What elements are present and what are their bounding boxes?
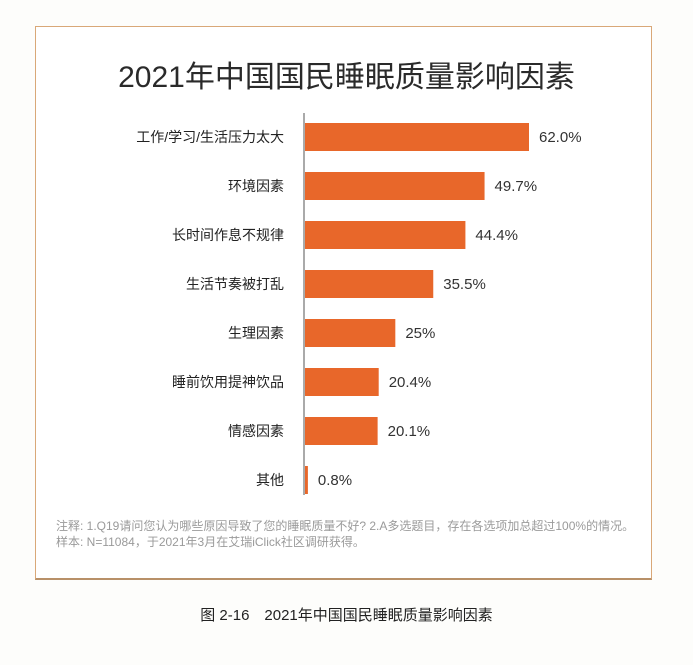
chart-title: 2021年中国国民睡眠质量影响因素 xyxy=(118,61,575,94)
bar xyxy=(305,368,379,396)
note-line-1: 注释: 1.Q19请问您认为哪些原因导致了您的睡眠质量不好? 2.A多选题目，存… xyxy=(56,519,635,533)
chart-notes: 注释: 1.Q19请问您认为哪些原因导致了您的睡眠质量不好? 2.A多选题目，存… xyxy=(56,518,636,550)
value-label: 44.4% xyxy=(475,227,518,244)
bar xyxy=(305,319,396,347)
value-label: 20.1% xyxy=(388,423,431,440)
bar xyxy=(305,221,466,249)
value-label: 49.7% xyxy=(495,178,538,195)
value-label: 0.8% xyxy=(318,472,352,489)
note-line-2: 样本: N=11084，于2021年3月在艾瑞iClick社区调研获得。 xyxy=(56,535,365,549)
category-label: 其他 xyxy=(256,472,284,488)
chart-frame xyxy=(35,26,652,580)
bar xyxy=(305,270,434,298)
category-label: 生理因素 xyxy=(228,325,284,341)
category-label: 长时间作息不规律 xyxy=(172,227,284,243)
value-label: 62.0% xyxy=(539,129,582,146)
bar xyxy=(305,172,485,200)
figure-caption: 图 2-16 2021年中国国民睡眠质量影响因素 xyxy=(200,607,493,624)
bar xyxy=(305,123,529,151)
bar xyxy=(305,417,378,445)
category-label: 情感因素 xyxy=(228,423,284,439)
category-label: 环境因素 xyxy=(228,178,284,194)
value-label: 25% xyxy=(405,325,435,342)
value-label: 35.5% xyxy=(443,276,486,293)
category-label: 生活节奏被打乱 xyxy=(186,276,284,292)
value-label: 20.4% xyxy=(389,374,432,391)
category-label: 睡前饮用提神饮品 xyxy=(172,374,284,390)
bar xyxy=(305,466,308,494)
category-label: 工作/学习/生活压力太大 xyxy=(136,129,284,145)
